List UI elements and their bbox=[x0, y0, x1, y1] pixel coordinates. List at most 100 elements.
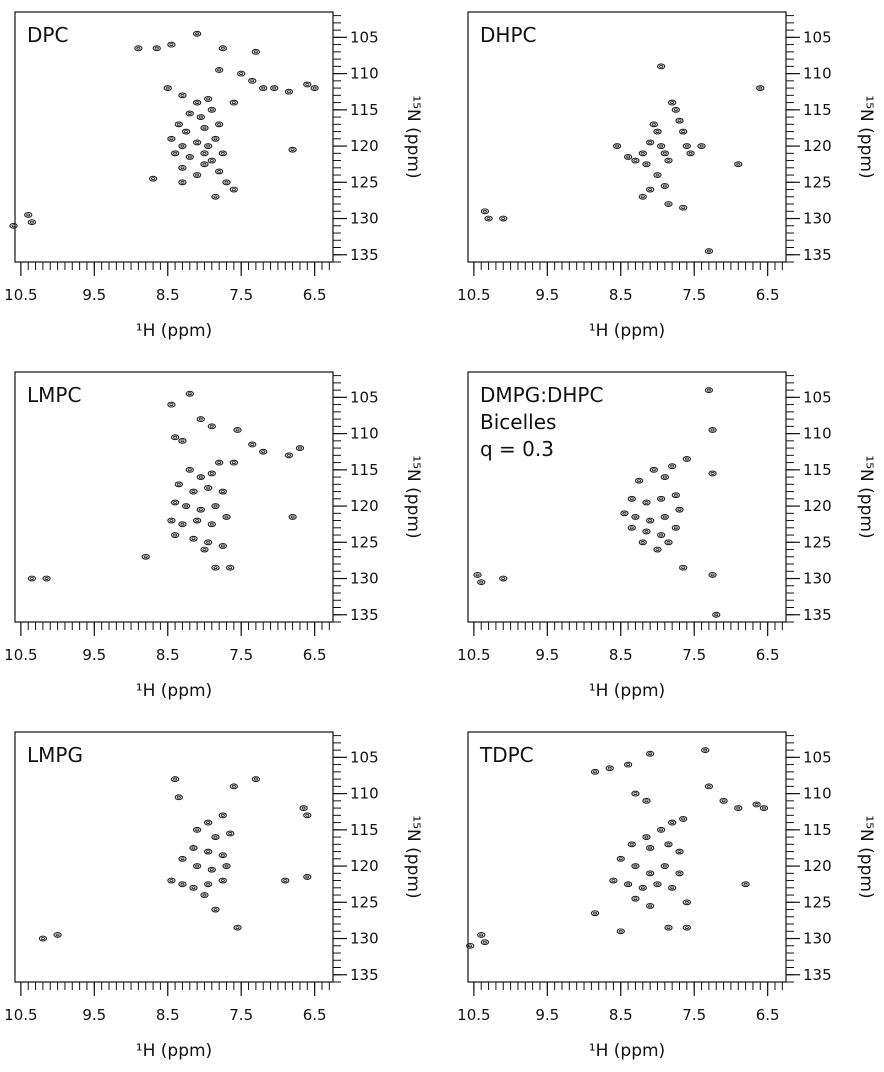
peak-core bbox=[286, 90, 291, 94]
panel-title: LMPC bbox=[27, 383, 81, 407]
peak bbox=[697, 143, 706, 150]
peak bbox=[218, 150, 227, 157]
peak bbox=[229, 99, 239, 106]
peak-core bbox=[220, 544, 225, 548]
peak-contour bbox=[192, 139, 202, 146]
plot-frame bbox=[467, 11, 787, 263]
peak-contour bbox=[697, 143, 706, 150]
peak-core bbox=[662, 864, 667, 868]
peak-contour bbox=[671, 524, 680, 531]
y-tick-label: 130 bbox=[803, 930, 832, 948]
peak bbox=[645, 139, 655, 146]
peak-core bbox=[593, 770, 598, 774]
peak-contour bbox=[192, 172, 202, 178]
peak-contour bbox=[259, 448, 268, 455]
peak-core bbox=[640, 151, 645, 155]
peak-core bbox=[206, 821, 211, 825]
peak-core bbox=[629, 497, 634, 501]
peak-contour bbox=[620, 510, 629, 517]
peak-core bbox=[209, 868, 214, 872]
y-axis-label: ¹⁵N (ppm) bbox=[856, 95, 876, 178]
peak bbox=[473, 571, 482, 578]
peak bbox=[645, 186, 655, 193]
peak-core bbox=[173, 500, 178, 504]
peak-contour bbox=[631, 895, 640, 902]
peak bbox=[664, 924, 673, 931]
peak-core bbox=[468, 944, 473, 948]
peak bbox=[653, 546, 662, 553]
peak bbox=[204, 484, 213, 491]
peak-contour bbox=[590, 768, 600, 775]
peak-core bbox=[633, 515, 638, 519]
peak-core bbox=[220, 813, 225, 817]
peak-contour bbox=[645, 139, 655, 146]
y-tick-label: 110 bbox=[350, 65, 379, 83]
plot-frame bbox=[467, 371, 787, 623]
peak bbox=[226, 830, 235, 837]
peak bbox=[623, 881, 633, 888]
peak bbox=[668, 99, 677, 106]
peak-contour bbox=[218, 852, 227, 859]
peak bbox=[682, 924, 692, 931]
peak bbox=[185, 390, 194, 397]
y-tick-label: 135 bbox=[350, 246, 379, 264]
peak bbox=[192, 30, 202, 37]
peak bbox=[170, 499, 180, 506]
y-tick-label: 120 bbox=[350, 857, 379, 875]
peak bbox=[657, 143, 666, 150]
peak-contour bbox=[477, 931, 486, 938]
peak bbox=[24, 211, 33, 218]
peak-core bbox=[261, 450, 266, 454]
peak-core bbox=[644, 162, 649, 166]
peak bbox=[218, 877, 227, 884]
peak bbox=[620, 510, 629, 517]
peak bbox=[200, 546, 209, 553]
peak-core bbox=[151, 177, 156, 181]
peak-contour bbox=[660, 474, 669, 481]
peak bbox=[196, 114, 205, 121]
peak-core bbox=[651, 468, 656, 472]
peak-core bbox=[187, 111, 192, 115]
peak-contour bbox=[196, 506, 205, 513]
peak-core bbox=[213, 504, 218, 508]
x-tick-label: 8.5 bbox=[156, 1006, 180, 1024]
peak-core bbox=[213, 908, 218, 911]
x-axis-label: ¹H (ppm) bbox=[136, 681, 212, 701]
peak-contour bbox=[657, 143, 666, 150]
peak-core bbox=[684, 900, 689, 904]
x-axis-label: ¹H (ppm) bbox=[589, 681, 665, 701]
peak-contour bbox=[708, 470, 717, 477]
peak-core bbox=[673, 526, 678, 530]
peak-core bbox=[217, 169, 222, 173]
peak-core bbox=[235, 428, 240, 432]
peak-core bbox=[758, 86, 763, 90]
peak-contour bbox=[668, 819, 677, 826]
peak bbox=[642, 797, 651, 804]
peak bbox=[218, 812, 227, 819]
peak-contour bbox=[189, 535, 198, 542]
y-tick-label: 115 bbox=[350, 461, 379, 479]
y-tick-label: 120 bbox=[350, 497, 379, 515]
peak-core bbox=[173, 435, 178, 439]
peak-contour bbox=[664, 539, 673, 546]
peak bbox=[192, 826, 202, 833]
peak-contour bbox=[233, 924, 242, 931]
peak-core bbox=[655, 173, 660, 177]
peak-core bbox=[272, 86, 277, 90]
peak bbox=[649, 466, 658, 473]
peak-core bbox=[290, 515, 295, 519]
peak-core bbox=[187, 392, 192, 396]
peak bbox=[649, 121, 658, 128]
peak-contour bbox=[226, 564, 235, 571]
peak-contour bbox=[704, 387, 714, 394]
peak-contour bbox=[248, 77, 257, 84]
y-tick-label: 135 bbox=[350, 606, 379, 624]
peak bbox=[178, 179, 187, 186]
peak-contour bbox=[645, 186, 655, 193]
peak-core bbox=[714, 613, 719, 617]
peak bbox=[53, 931, 62, 938]
x-tick-label: 8.5 bbox=[609, 646, 633, 664]
peak-core bbox=[633, 792, 638, 796]
y-tick-label: 115 bbox=[803, 461, 832, 479]
peak-contour bbox=[712, 611, 721, 618]
